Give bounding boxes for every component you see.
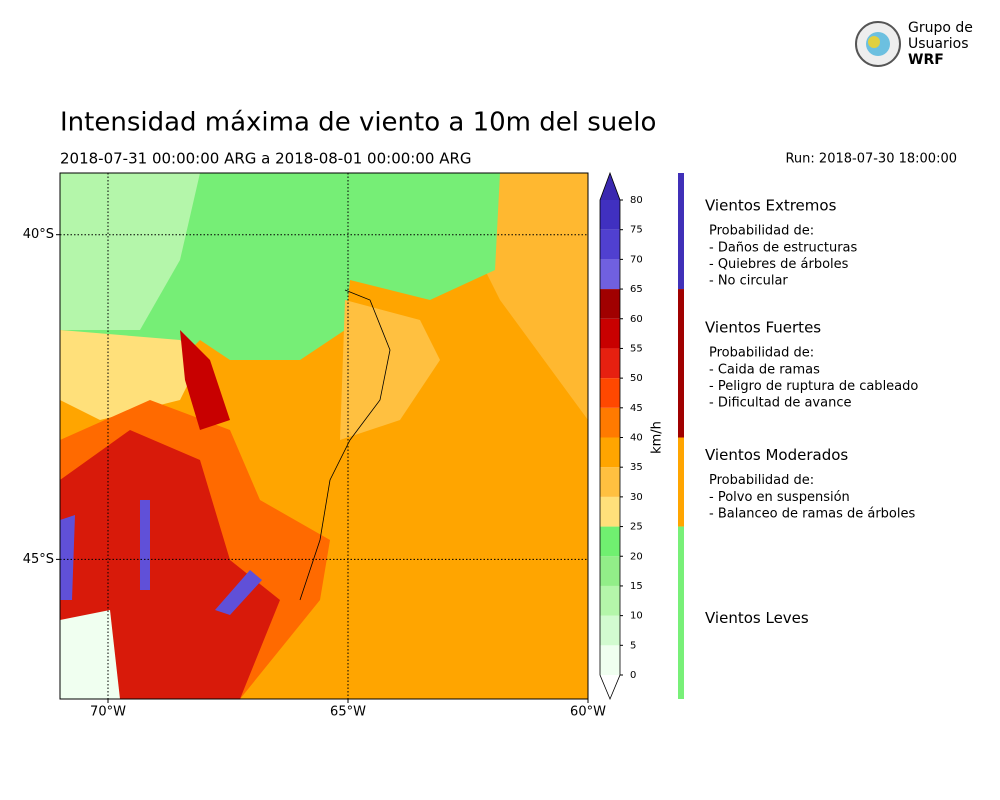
- colorbar-tick-label: 40: [630, 433, 643, 444]
- colorbar-under: [600, 675, 620, 699]
- colorbar-segment: [600, 378, 620, 408]
- colorbar-segment: [600, 526, 620, 557]
- wind-field: [60, 173, 588, 699]
- run-time: Run: 2018-07-30 18:00:00: [785, 152, 957, 167]
- colorbar-tick-label: 25: [630, 522, 643, 533]
- colorbar-segment: [600, 229, 620, 260]
- title: Intensidad máxima de viento a 10m del su…: [60, 108, 656, 138]
- legend-name: Vientos Extremos: [705, 197, 837, 215]
- colorbar-over: [600, 173, 620, 200]
- colorbar-segment: [600, 467, 620, 497]
- y-tick-label: 40°S: [23, 227, 54, 242]
- x-tick-label: 60°W: [570, 705, 606, 720]
- legend-name: Vientos Leves: [705, 609, 809, 627]
- colorbar-segment: [600, 348, 620, 379]
- colorbar-segment: [600, 615, 620, 646]
- legend-band: [678, 173, 684, 290]
- legend-item: - Polvo en suspensión: [709, 490, 850, 505]
- logo-text: Grupo de: [908, 20, 973, 36]
- colorbar-segment: [600, 289, 620, 319]
- legend-band: [678, 289, 684, 438]
- legend-band: [678, 437, 684, 527]
- subtitle: 2018-07-31 00:00:00 ARG a 2018-08-01 00:…: [60, 150, 472, 168]
- colorbar-label: km/h: [650, 421, 665, 454]
- colorbar-segment: [600, 585, 620, 616]
- colorbar-tick-label: 15: [630, 581, 643, 592]
- legend-intro: Probabilidad de:: [709, 346, 814, 361]
- legend-item: - Daños de estructuras: [709, 241, 858, 256]
- logo: Grupo de Usuarios WRF: [855, 20, 973, 68]
- colorbar-tick-label: 0: [630, 670, 636, 681]
- colorbar-tick-label: 50: [630, 373, 643, 384]
- colorbar-tick-label: 5: [630, 640, 636, 651]
- legend-name: Vientos Moderados: [705, 446, 848, 464]
- logo-text: WRF: [908, 52, 944, 68]
- y-tick-label: 45°S: [23, 552, 54, 567]
- legend-item: - Quiebres de árboles: [709, 257, 849, 272]
- colorbar-tick-label: 65: [630, 284, 643, 295]
- colorbar-segment: [600, 496, 620, 527]
- colorbar-tick-label: 35: [630, 462, 643, 473]
- legend-item: - No circular: [709, 274, 788, 289]
- legend-item: - Balanceo de ramas de árboles: [709, 507, 915, 522]
- legend-item: - Caida de ramas: [709, 363, 820, 378]
- colorbar-tick-label: 75: [630, 225, 643, 236]
- colorbar-tick-label: 60: [630, 314, 643, 325]
- legend-item: - Peligro de ruptura de cableado: [709, 379, 918, 394]
- legend-intro: Probabilidad de:: [709, 473, 814, 488]
- colorbar-segment: [600, 645, 620, 675]
- x-tick-label: 70°W: [90, 705, 126, 720]
- legend-item: - Dificultad de avance: [709, 396, 851, 411]
- colorbar-tick-label: 70: [630, 254, 643, 265]
- colorbar-segment: [600, 318, 620, 349]
- legend-name: Vientos Fuertes: [705, 319, 821, 337]
- colorbar-tick-label: 55: [630, 343, 643, 354]
- colorbar-tick-label: 10: [630, 611, 643, 622]
- colorbar-segment: [600, 437, 620, 468]
- legend-band: [678, 526, 684, 699]
- colorbar-segment: [600, 200, 620, 230]
- colorbar-segment: [600, 556, 620, 586]
- colorbar-tick-label: 80: [630, 195, 643, 206]
- colorbar-segment: [600, 407, 620, 438]
- colorbar-tick-label: 45: [630, 403, 643, 414]
- x-tick-label: 65°W: [330, 705, 366, 720]
- colorbar-tick-label: 20: [630, 551, 643, 562]
- logo-text: Usuarios: [908, 36, 969, 52]
- colorbar-tick-label: 30: [630, 492, 643, 503]
- colorbar-segment: [600, 259, 620, 290]
- legend-intro: Probabilidad de:: [709, 224, 814, 239]
